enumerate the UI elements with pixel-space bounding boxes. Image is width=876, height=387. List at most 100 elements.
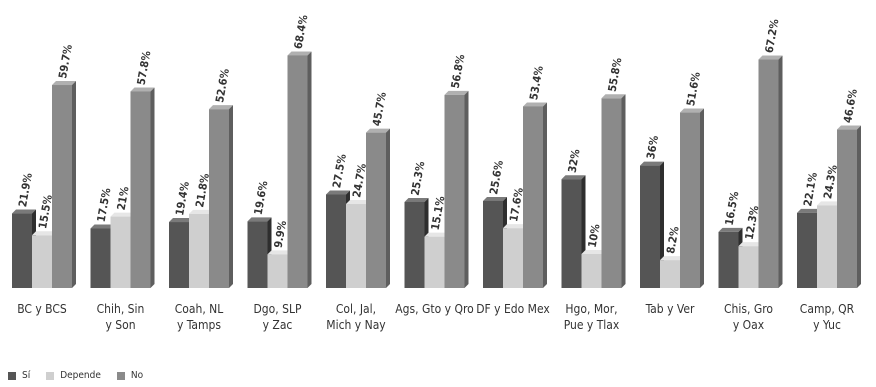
legend-label-si: Sí [22, 370, 31, 381]
bar-top-si-7 [561, 175, 586, 180]
data-label-si-2: 19.4% [173, 180, 192, 216]
bar-side-no-9 [778, 55, 783, 288]
data-label-depende-4: 24.7% [350, 162, 369, 198]
bar-no-0 [52, 85, 72, 289]
bar-top-depende-6 [503, 224, 527, 229]
bar-no-9 [758, 59, 779, 288]
data-label-no-7: 55.8% [606, 57, 625, 93]
data-label-si-10: 22.1% [801, 171, 820, 207]
bar-side-si-8 [660, 161, 664, 288]
data-label-depende-6: 17.6% [507, 187, 526, 223]
bar-side-no-8 [700, 108, 704, 288]
bar-side-no-5 [464, 90, 469, 288]
data-label-depende-1: 21% [115, 185, 132, 211]
data-label-depende-0: 15.5% [36, 194, 55, 230]
bar-top-depende-3 [267, 250, 292, 255]
bar-top-no-3 [287, 51, 312, 56]
bar-no-1 [130, 91, 151, 288]
category-label-1: Chih, Sin y Son [97, 302, 145, 332]
bar-no-2 [209, 109, 229, 288]
data-label-depende-5: 15.1% [429, 195, 448, 231]
bar-no-3 [287, 55, 308, 288]
bar-depende-4 [346, 204, 366, 288]
bar-top-si-1 [90, 224, 115, 229]
bar-top-si-0 [12, 209, 36, 214]
bar-top-si-8 [640, 161, 664, 166]
bar-si-1 [90, 228, 111, 288]
bar-top-depende-2 [189, 209, 213, 214]
data-label-depende-10: 24.3% [821, 164, 840, 200]
bar-top-no-8 [680, 108, 704, 113]
bar-top-no-7 [601, 94, 626, 99]
bar-si-8 [640, 165, 660, 288]
bar-side-no-3 [307, 51, 312, 288]
data-label-no-3: 68.4% [292, 14, 311, 50]
bar-side-no-2 [229, 105, 233, 288]
bar-top-no-4 [366, 128, 390, 133]
bar-depende-1 [110, 216, 131, 288]
bar-depende-7 [581, 254, 602, 288]
bar-top-no-6 [523, 102, 547, 107]
category-label-10: Camp, QR y Yuc [800, 302, 855, 332]
bar-si-9 [718, 231, 739, 288]
bar-si-7 [561, 179, 582, 288]
bar-side-no-1 [150, 87, 155, 288]
data-label-depende-2: 21.8% [193, 172, 212, 208]
legend: Sí Depende No [8, 370, 159, 381]
data-label-no-6: 53.4% [527, 65, 546, 101]
data-label-si-1: 17.5% [95, 187, 114, 223]
bar-top-depende-7 [581, 250, 606, 254]
bar-si-5 [404, 201, 425, 288]
data-label-no-10: 46.6% [841, 88, 860, 124]
data-label-si-4: 27.5% [330, 153, 349, 189]
bar-si-10 [797, 212, 817, 288]
bar-depende-3 [267, 254, 288, 288]
category-label-7: Hgo, Mor, Pue y Tlax [564, 302, 620, 332]
category-label-2: Coah, NL y Tamps [175, 302, 224, 332]
bar-depende-0 [32, 235, 52, 288]
legend-swatch-depende [46, 371, 55, 380]
data-label-depende-9: 12.3% [743, 205, 762, 241]
data-label-no-9: 67.2% [763, 18, 782, 54]
bar-depende-9 [738, 246, 759, 288]
bar-top-depende-4 [346, 200, 370, 205]
data-label-depende-3: 9.9% [272, 219, 290, 248]
data-label-depende-8: 8.2% [664, 225, 682, 254]
bar-top-no-0 [52, 81, 76, 86]
bar-si-0 [12, 213, 32, 288]
bar-top-si-4 [326, 190, 350, 195]
legend-item-si: Sí [8, 370, 30, 381]
legend-item-no: No [116, 370, 144, 381]
bar-side-no-10 [857, 125, 861, 288]
bar-top-si-6 [483, 196, 507, 201]
bar-top-si-9 [718, 227, 743, 232]
data-label-si-0: 21.9% [16, 172, 35, 208]
data-label-no-4: 45.7% [370, 91, 389, 127]
bar-side-no-7 [621, 94, 626, 288]
category-label-5: Ags, Gto y Qro [395, 302, 474, 316]
bar-no-8 [680, 112, 700, 288]
data-label-no-5: 56.8% [449, 53, 468, 89]
bar-side-no-4 [386, 128, 390, 288]
bar-side-no-0 [72, 81, 76, 289]
bar-si-4 [326, 194, 346, 288]
legend-item-depende: Depende [46, 370, 101, 381]
data-label-si-8: 36% [644, 134, 661, 160]
data-label-no-2: 52.6% [213, 68, 232, 104]
bar-no-10 [837, 129, 857, 288]
bar-depende-6 [503, 228, 523, 288]
bar-top-no-1 [130, 87, 155, 92]
data-label-depende-7: 10% [586, 223, 603, 249]
bar-side-no-6 [543, 102, 547, 288]
data-label-si-5: 25.3% [409, 160, 428, 196]
category-label-6: DF y Edo Mex [476, 302, 550, 316]
data-label-si-7: 32% [566, 148, 583, 174]
category-label-4: Col, Jal, Mich y Nay [326, 302, 386, 332]
data-label-si-9: 16.5% [723, 190, 742, 226]
bar-top-depende-10 [817, 201, 841, 206]
legend-label-no: No [130, 370, 144, 381]
bar-no-7 [601, 98, 622, 288]
bar-no-5 [444, 94, 465, 288]
bar-si-3 [247, 221, 268, 288]
